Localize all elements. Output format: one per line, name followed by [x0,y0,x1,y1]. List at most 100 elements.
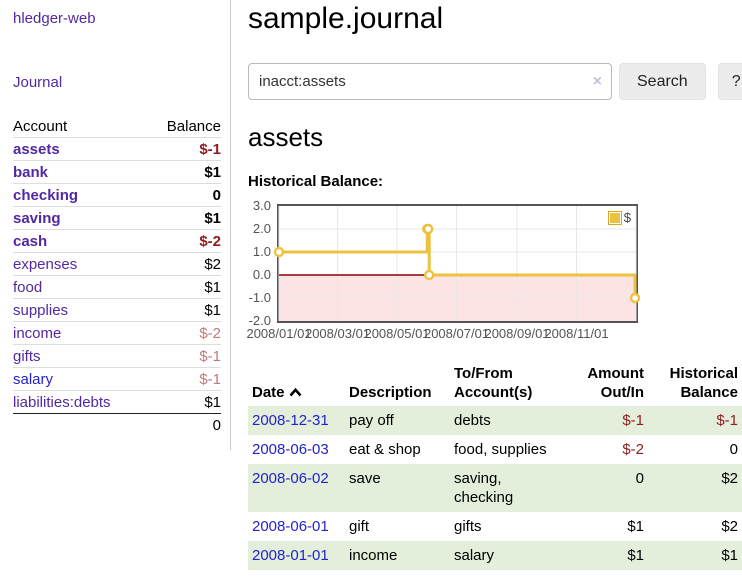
account-row: assets $-1 [13,137,221,161]
y-axis-tick-label: 3.0 [252,198,271,213]
account-title: assets [248,122,324,152]
account-balance: $-2 [146,229,221,253]
transaction-date-link[interactable]: 2008-12-31 [252,412,329,429]
account-link-supplies[interactable]: supplies [13,302,69,319]
account-balance: $-1 [146,367,221,391]
search-button[interactable]: Search [619,63,706,100]
account-row: bank $1 [13,160,221,184]
accounts-cell: food, supplies [454,441,547,458]
account-link-saving[interactable]: saving [13,210,61,227]
data-point-marker[interactable] [424,269,435,281]
account-balance: 0 [146,183,221,207]
balance-cell: $-1 [716,412,738,429]
description-cell: save [349,470,381,487]
clear-search-icon[interactable]: × [592,72,602,90]
balance-cell: 0 [729,441,738,458]
accounts-total-value: 0 [146,413,221,436]
nav-journal-link[interactable]: Journal [13,74,63,91]
date-column-header[interactable]: Date [248,362,345,406]
account-link-gifts[interactable]: gifts [13,348,41,365]
chart-legend: $ [606,209,632,226]
account-balance: $-2 [146,321,221,345]
data-point-marker[interactable] [423,223,434,235]
y-axis-tick-label: -1.0 [248,290,271,305]
account-row: liabilities:debts $1 [13,391,221,414]
transaction-date-link[interactable]: 2008-01-01 [252,547,329,564]
account-column-header: Account [13,115,147,138]
data-point-marker[interactable] [629,292,641,304]
search-input[interactable] [248,63,612,100]
transaction-date-link[interactable]: 2008-06-02 [252,470,329,487]
account-row: salary $-1 [13,367,221,391]
description-column-header: Description [349,384,432,401]
legend-swatch-icon [607,210,622,225]
register-table: Date Description To/From Account(s) Amou… [248,362,742,570]
account-link-liabilities-debts[interactable]: liabilities:debts [13,394,111,411]
account-balance: $-1 [146,344,221,368]
accounts-cell: debts [454,412,491,429]
y-axis-tick-label: 1.0 [252,244,271,259]
account-balance: $2 [146,252,221,276]
account-link-food[interactable]: food [13,279,43,296]
amount-cell: 0 [635,470,644,487]
accounts-total-row: 0 [13,413,221,436]
chart-plot-area[interactable]: $ [273,204,641,323]
account-balance: $1 [146,160,221,184]
legend-series-label: $ [623,210,631,225]
account-row: supplies $1 [13,298,221,322]
help-button[interactable]: ? [717,63,742,100]
y-axis-tick-label: 2.0 [252,221,271,236]
register-row[interactable]: 2008-06-03 eat & shop food, supplies $-2 0 [248,435,742,464]
accounts-cell: salary [454,547,495,564]
account-link-cash[interactable]: cash [13,233,48,250]
register-row[interactable]: 2008-06-02 save saving, checking 0 $2 [248,464,742,512]
date-cell: 2008-06-03 [248,435,345,464]
account-row: expenses $2 [13,252,221,276]
date-header-label: Date [252,384,285,401]
account-link-checking[interactable]: checking [13,187,79,204]
date-cell: 2008-06-01 [248,512,345,541]
sidebar: hledger-web Journal Account Balance asse… [0,0,231,450]
amount-cell: $-1 [622,412,644,429]
account-balance: $1 [146,275,221,299]
date-cell: 2008-06-02 [248,464,345,512]
account-row: gifts $-1 [13,344,221,368]
account-row: food $1 [13,275,221,299]
description-cell: pay off [349,412,394,429]
account-link-expenses[interactable]: expenses [13,256,78,273]
data-point-marker[interactable] [273,246,285,258]
amount-column-header: Amount Out/In [587,365,644,401]
chart-canvas [273,206,641,321]
app-title: hledger-web [13,10,221,27]
x-axis-tick-label: 2008/07/01 [423,326,490,341]
account-link-income[interactable]: income [13,325,62,342]
search-form: × Search ? [248,63,742,100]
register-row[interactable]: 2008-01-01 income salary $1 $1 [248,541,742,570]
accounts-table: Account Balance assets $-1 bank $1 checking 0… [13,115,221,436]
y-axis: 3.0 2.0 1.0 0.0 -1.0 -2.0 [248,199,274,328]
balance-column-header-register: Historical Balance [669,365,738,401]
app-title-link[interactable]: hledger-web [13,10,96,27]
account-balance: $1 [146,298,221,322]
y-axis-tick-label: 0.0 [252,267,271,282]
description-cell: income [349,547,398,564]
register-row[interactable]: 2008-12-31 pay off debts $-1 $-1 [248,406,742,435]
transaction-date-link[interactable]: 2008-06-03 [252,441,329,458]
accounts-table-header: Account Balance [13,115,221,138]
account-row: saving $1 [13,206,221,230]
sort-ascending-icon [289,387,301,397]
page-title: sample.journal [248,2,444,35]
account-link-bank[interactable]: bank [13,164,49,181]
accounts-cell: saving, checking [454,470,514,506]
transaction-date-link[interactable]: 2008-06-01 [252,518,329,535]
balance-cell: $2 [721,470,738,487]
account-link-assets[interactable]: assets [13,141,60,158]
main-content: sample.journal × Search ? assets Histori… [246,0,742,570]
register-row[interactable]: 2008-06-01 gift gifts $1 $2 [248,512,742,541]
account-link-salary[interactable]: salary [13,371,54,388]
date-cell: 2008-01-01 [248,541,345,570]
x-axis: 2008/01/01 2008/03/01 2008/05/01 2008/07/01… [246,326,742,342]
account-row: checking 0 [13,183,221,207]
x-axis-tick-label: 2008/11/01 [544,326,609,341]
account-row: income $-2 [13,321,221,345]
